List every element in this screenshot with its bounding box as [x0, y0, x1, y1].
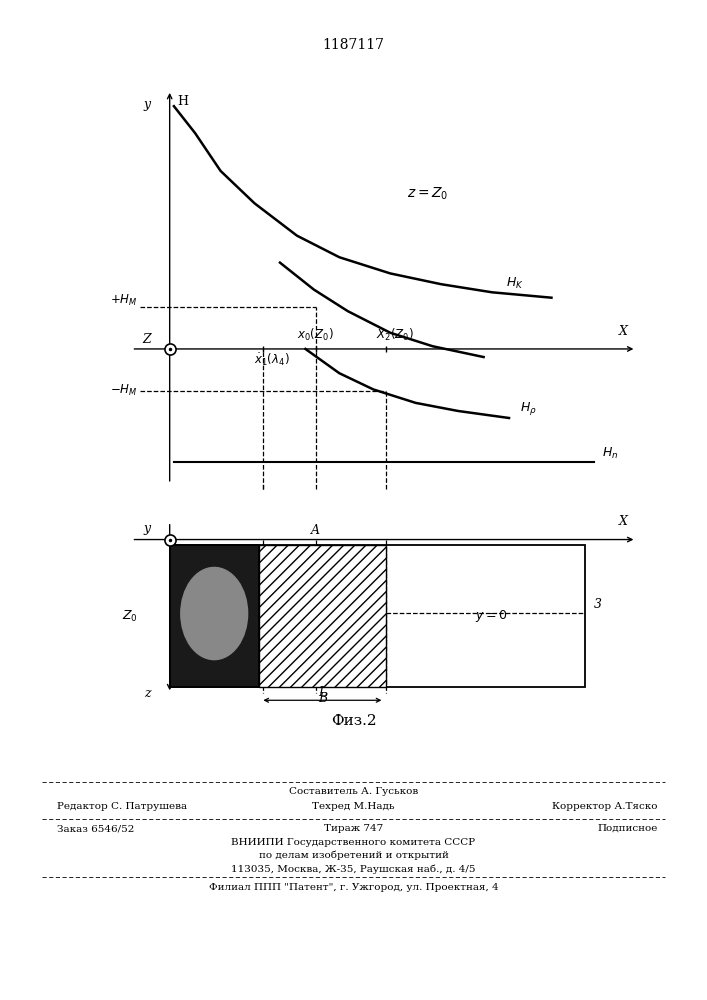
Text: 1187117: 1187117 [322, 38, 385, 52]
Text: $X_2(Z_0)$: $X_2(Z_0)$ [375, 327, 414, 343]
Text: $-H_M$: $-H_M$ [110, 383, 137, 398]
Text: Редактор С. Патрушева: Редактор С. Патрушева [57, 802, 187, 811]
Text: Заказ 6546/52: Заказ 6546/52 [57, 824, 134, 833]
Text: A: A [311, 524, 320, 537]
Text: $H_\rho$: $H_\rho$ [520, 400, 537, 417]
Text: B: B [318, 692, 327, 705]
Text: $H_K$: $H_K$ [506, 276, 524, 291]
Bar [170, 545, 259, 687]
Text: $y=0$: $y=0$ [475, 608, 508, 624]
Ellipse shape [181, 567, 247, 660]
Text: Корректор А.Тяско: Корректор А.Тяско [552, 802, 658, 811]
Text: Тираж 747: Тираж 747 [324, 824, 383, 833]
Text: по делам изобретений и открытий: по делам изобретений и открытий [259, 851, 448, 860]
Text: X: X [619, 325, 628, 338]
Text: $x_0(Z_0)$: $x_0(Z_0)$ [297, 327, 334, 343]
Bar [259, 545, 386, 687]
Text: $H_n$: $H_n$ [602, 446, 619, 461]
Text: $z = Z_0$: $z = Z_0$ [407, 186, 449, 202]
Text: Z: Z [142, 333, 151, 346]
Text: $Z_0$: $Z_0$ [122, 609, 137, 624]
Text: ВНИИПИ Государственного комитета СССР: ВНИИПИ Государственного комитета СССР [231, 838, 476, 847]
Text: L: L [318, 686, 327, 699]
Text: Техред М.Надь: Техред М.Надь [312, 802, 395, 811]
Bar [170, 545, 585, 687]
Text: y: y [144, 98, 151, 111]
Text: $\dot{x}_1(\lambda_4)$: $\dot{x}_1(\lambda_4)$ [254, 352, 289, 368]
Text: X: X [619, 515, 628, 528]
Text: $+H_M$: $+H_M$ [110, 293, 137, 308]
Text: Подписное: Подписное [597, 824, 658, 833]
Text: H: H [177, 95, 188, 108]
Text: y: y [144, 522, 151, 535]
Text: Филиал ППП "Патент", г. Ужгород, ул. Проектная, 4: Филиал ППП "Патент", г. Ужгород, ул. Про… [209, 883, 498, 892]
Text: z: z [144, 687, 151, 700]
Text: 3: 3 [594, 597, 602, 610]
Text: Составитель А. Гуськов: Составитель А. Гуськов [289, 787, 418, 796]
Text: 113035, Москва, Ж-35, Раушская наб., д. 4/5: 113035, Москва, Ж-35, Раушская наб., д. … [231, 864, 476, 874]
Text: Физ.2: Физ.2 [331, 714, 376, 728]
